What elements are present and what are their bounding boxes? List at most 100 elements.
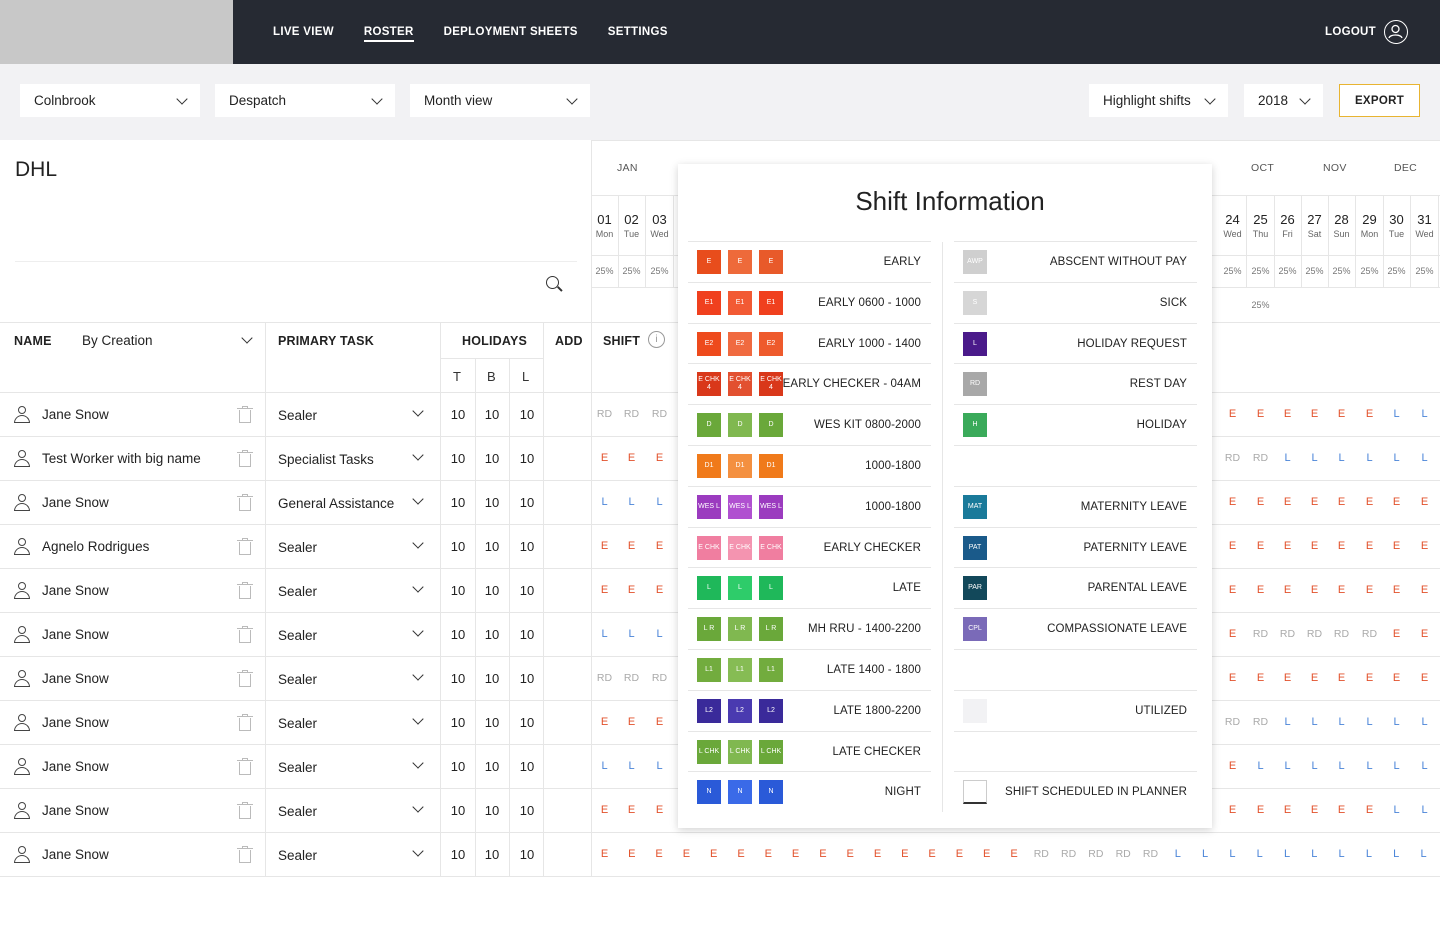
trash-icon[interactable]: [237, 406, 253, 423]
shift-cell[interactable]: L: [1366, 716, 1373, 728]
logout-button[interactable]: LOGOUT: [1325, 26, 1376, 38]
shift-cell[interactable]: RD: [596, 672, 613, 684]
shift-cell[interactable]: L: [1174, 848, 1181, 860]
primary-task-select[interactable]: Sealer: [278, 408, 318, 423]
worker-name[interactable]: Jane Snow: [42, 583, 109, 598]
export-button[interactable]: EXPORT: [1339, 84, 1420, 117]
trash-icon[interactable]: [237, 758, 253, 775]
shift-cell[interactable]: E: [1283, 584, 1292, 596]
shift-cell[interactable]: E: [1283, 540, 1292, 552]
shift-cell[interactable]: E: [1392, 584, 1401, 596]
shift-cell[interactable]: E: [1365, 408, 1374, 420]
trash-icon[interactable]: [237, 846, 253, 863]
shift-cell[interactable]: E: [1365, 584, 1374, 596]
primary-task-select[interactable]: General Assistance: [278, 496, 395, 511]
trash-icon[interactable]: [237, 670, 253, 687]
worker-name[interactable]: Jane Snow: [42, 627, 109, 642]
shift-cell[interactable]: L: [1283, 848, 1291, 860]
shift-cell[interactable]: E: [1337, 584, 1346, 596]
primary-task-select[interactable]: Sealer: [278, 804, 318, 819]
shift-cell[interactable]: RD: [1306, 628, 1323, 640]
shift-cell[interactable]: L: [628, 760, 635, 772]
shift-cell[interactable]: L: [1393, 408, 1400, 420]
shift-cell[interactable]: L: [1393, 804, 1400, 816]
location-select[interactable]: Colnbrook: [20, 84, 200, 117]
shift-cell[interactable]: E: [1228, 760, 1237, 772]
shift-cell[interactable]: E: [1365, 540, 1374, 552]
shift-cell[interactable]: E: [600, 452, 609, 464]
shift-cell[interactable]: L: [1311, 848, 1318, 860]
shift-cell[interactable]: L: [1393, 848, 1400, 860]
shift-cell[interactable]: E: [1365, 672, 1374, 684]
shift-cell[interactable]: E: [600, 584, 609, 596]
shift-cell[interactable]: L: [628, 496, 635, 508]
nav-settings[interactable]: SETTINGS: [607, 26, 668, 38]
shift-cell[interactable]: E: [655, 584, 664, 596]
shift-cell[interactable]: E: [655, 804, 664, 816]
shift-cell[interactable]: E: [983, 848, 991, 860]
shift-cell[interactable]: RD: [1279, 628, 1296, 640]
shift-cell[interactable]: L: [1338, 452, 1345, 464]
info-icon[interactable]: i: [648, 331, 665, 348]
shift-cell[interactable]: L: [656, 628, 663, 640]
shift-cell[interactable]: E: [627, 452, 636, 464]
department-select[interactable]: Despatch: [215, 84, 395, 117]
shift-cell[interactable]: E: [819, 848, 827, 860]
primary-task-select[interactable]: Sealer: [278, 584, 318, 599]
primary-task-select[interactable]: Sealer: [278, 716, 318, 731]
shift-cell[interactable]: RD: [1033, 848, 1049, 860]
chevron-down-icon[interactable]: [412, 405, 424, 417]
shift-cell[interactable]: RD: [1252, 628, 1269, 640]
shift-cell[interactable]: L: [1421, 760, 1428, 772]
shift-cell[interactable]: E: [1283, 804, 1292, 816]
shift-cell[interactable]: RD: [1088, 848, 1104, 860]
shift-cell[interactable]: E: [1420, 628, 1429, 640]
worker-name[interactable]: Jane Snow: [42, 803, 109, 818]
shift-cell[interactable]: RD: [1061, 848, 1077, 860]
shift-cell[interactable]: L: [1366, 760, 1373, 772]
nav-roster[interactable]: ROSTER: [363, 0, 414, 64]
chevron-down-icon[interactable]: [412, 625, 424, 637]
shift-cell[interactable]: E: [1392, 672, 1401, 684]
worker-name[interactable]: Jane Snow: [42, 847, 109, 862]
nav-deployment-sheets[interactable]: DEPLOYMENT SHEETS: [443, 26, 578, 38]
worker-name[interactable]: Jane Snow: [42, 759, 109, 774]
shift-cell[interactable]: L: [1393, 716, 1400, 728]
worker-name[interactable]: Jane Snow: [42, 671, 109, 686]
search-input[interactable]: [15, 261, 577, 305]
chevron-down-icon[interactable]: [412, 757, 424, 769]
primary-task-select[interactable]: Sealer: [278, 628, 318, 643]
shift-cell[interactable]: E: [627, 540, 636, 552]
user-icon[interactable]: [1384, 20, 1408, 44]
sort-select[interactable]: By Creation: [82, 333, 153, 348]
shift-cell[interactable]: E: [1420, 672, 1429, 684]
primary-task-select[interactable]: Sealer: [278, 672, 318, 687]
shift-cell[interactable]: RD: [1142, 848, 1159, 860]
shift-cell[interactable]: E: [682, 848, 691, 860]
shift-cell[interactable]: L: [1393, 760, 1400, 772]
shift-cell[interactable]: E: [1228, 540, 1237, 552]
shift-cell[interactable]: L: [1202, 848, 1209, 860]
highlight-select[interactable]: Highlight shifts: [1089, 84, 1228, 117]
chevron-down-icon[interactable]: [412, 713, 424, 725]
shift-cell[interactable]: E: [655, 716, 664, 728]
shift-cell[interactable]: E: [1283, 672, 1292, 684]
shift-cell[interactable]: E: [764, 848, 772, 860]
shift-cell[interactable]: L: [1338, 848, 1345, 860]
shift-cell[interactable]: E: [901, 848, 909, 860]
shift-cell[interactable]: E: [655, 452, 664, 464]
shift-cell[interactable]: E: [1310, 496, 1319, 508]
shift-cell[interactable]: E: [1256, 804, 1265, 816]
shift-cell[interactable]: RD: [1252, 452, 1269, 464]
shift-cell[interactable]: L: [1421, 408, 1428, 420]
shift-cell[interactable]: E: [1337, 540, 1346, 552]
trash-icon[interactable]: [237, 802, 253, 819]
shift-cell[interactable]: E: [627, 804, 636, 816]
shift-cell[interactable]: E: [1283, 408, 1292, 420]
shift-cell[interactable]: L: [628, 628, 635, 640]
shift-cell[interactable]: L: [656, 496, 663, 508]
shift-cell[interactable]: E: [1392, 628, 1401, 640]
shift-cell[interactable]: E: [1365, 496, 1374, 508]
shift-cell[interactable]: E: [1256, 540, 1265, 552]
shift-cell[interactable]: L: [601, 628, 608, 640]
